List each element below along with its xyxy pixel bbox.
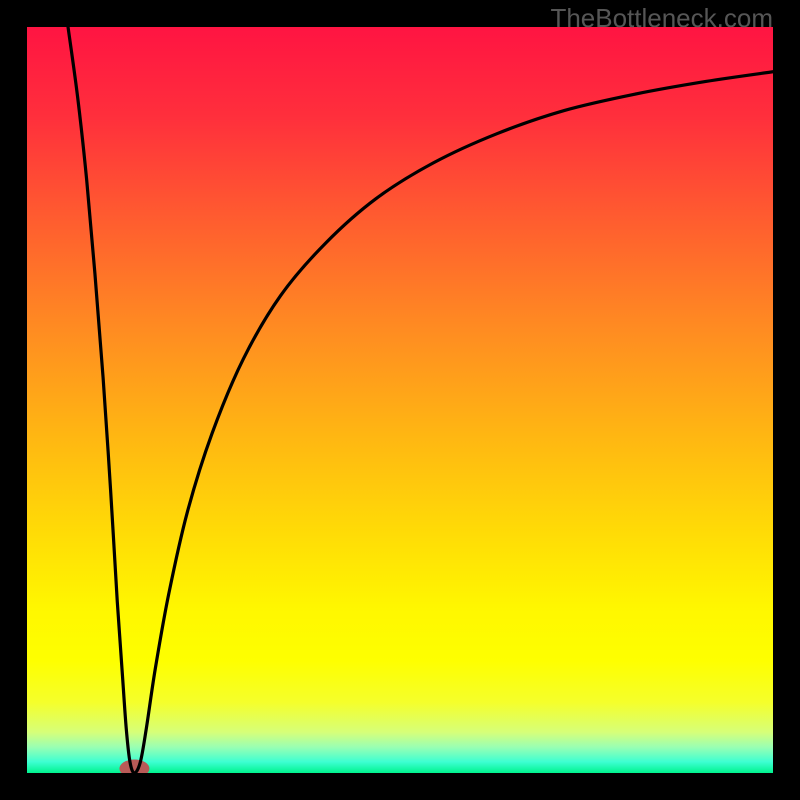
chart-overlay [0, 0, 800, 800]
bottleneck-marker [119, 760, 149, 778]
bottleneck-curve [68, 27, 773, 773]
watermark-text: TheBottleneck.com [550, 3, 773, 34]
chart-root: TheBottleneck.com [0, 0, 800, 800]
